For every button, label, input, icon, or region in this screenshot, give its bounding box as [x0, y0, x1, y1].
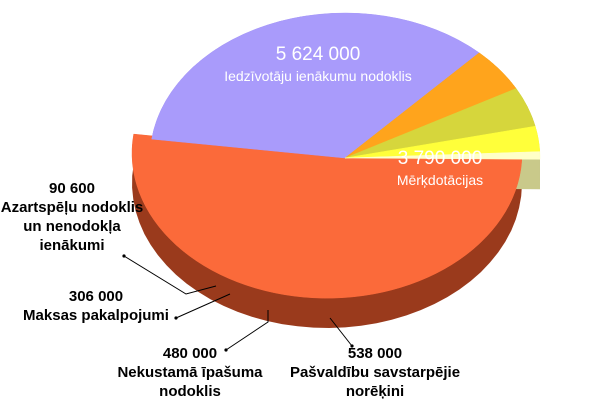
slice-name-label: ienākumi [39, 237, 104, 254]
slice-value-label: 306 000 [69, 288, 123, 305]
slice-name-label: Nekustamā īpašuma [117, 364, 263, 381]
slice-name-label: nodoklis [159, 383, 221, 400]
slice-side-0 [132, 134, 522, 328]
slice-name-label: Mērķdotācijas [397, 172, 483, 188]
leader-line-5 [123, 255, 217, 295]
leader-lines [122, 254, 354, 352]
leader-line-4 [175, 293, 231, 319]
slice-name-label: un nenodokļa [23, 218, 121, 235]
slice-value-label: 480 000 [163, 345, 217, 362]
leader-dot [174, 316, 178, 320]
slice-value-label: 90 600 [49, 180, 95, 197]
slice-value-label: 538 000 [348, 345, 402, 362]
slice-value-label: 5 624 000 [276, 44, 361, 65]
slice-name-label: Pašvaldību savstarpējie [290, 364, 460, 381]
slice-name-label: Maksas pakalpojumi [23, 307, 169, 324]
slice-name-label: norēķini [346, 383, 404, 400]
slice-value-label: 3 790 000 [398, 148, 483, 169]
leader-line-3 [225, 310, 269, 351]
slice-name-label: Azartspēļu nodoklis [1, 199, 144, 216]
slice-name-label: Iedzīvotāju ienākumu nodoklis [224, 68, 412, 84]
pie-slice-5 [344, 151, 541, 160]
leader-dot [122, 254, 126, 258]
leader-dot [224, 348, 228, 352]
pie-slices [131, 12, 541, 299]
pie-slice-0 [131, 133, 523, 299]
leader-dot [350, 344, 354, 348]
leader-line-2 [329, 317, 353, 347]
pie-slice-1 [151, 12, 480, 159]
slice-labels: 5 624 000 Iedzīvotāju ienākumu nodoklis 3 … [1, 44, 483, 400]
